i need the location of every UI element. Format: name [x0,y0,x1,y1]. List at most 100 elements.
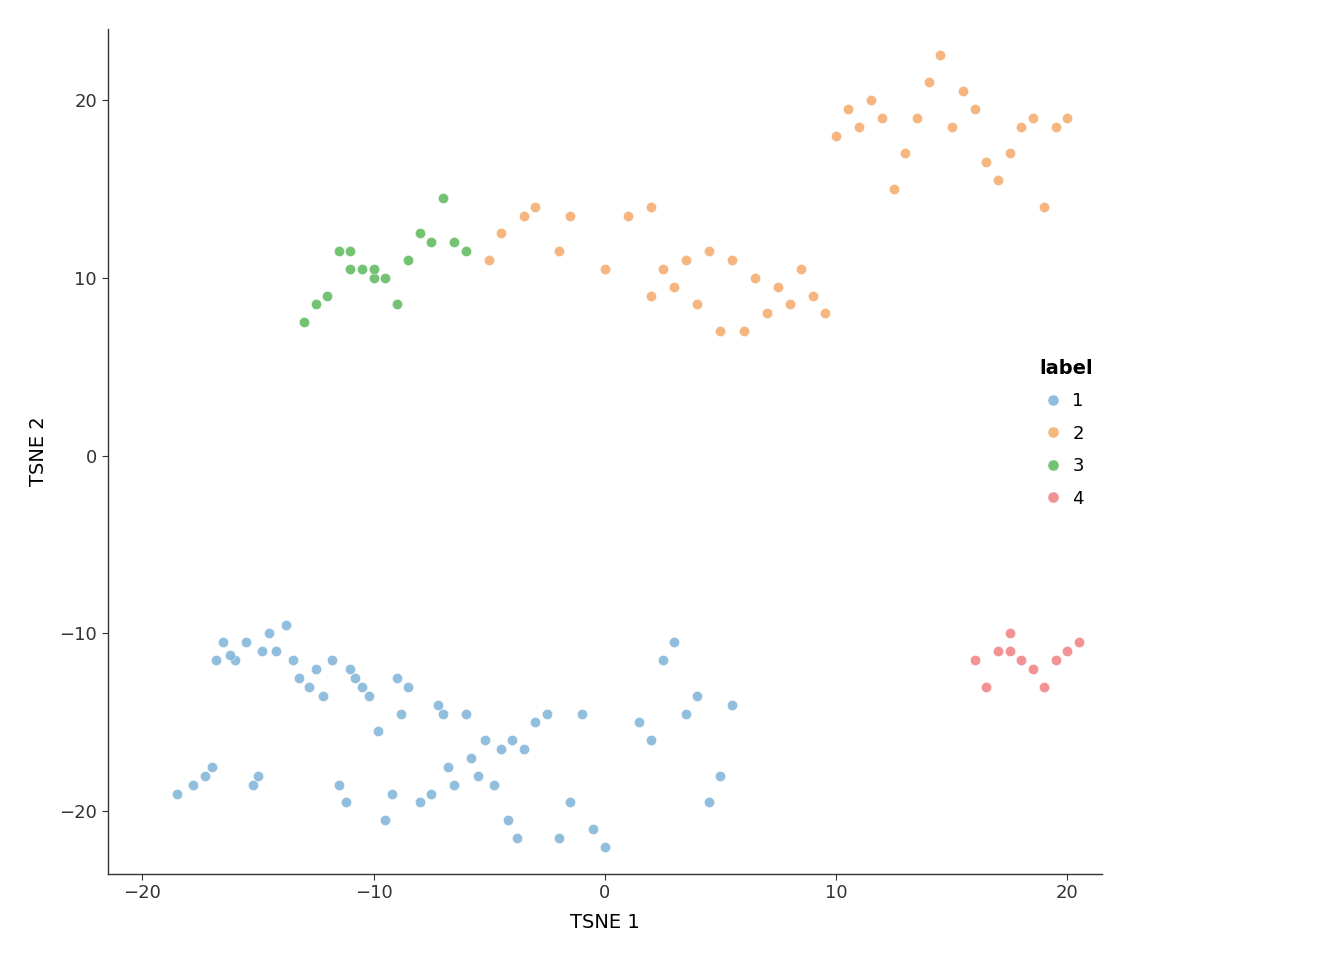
Point [640,732,661,748]
Point [351,261,372,276]
Point [335,795,356,810]
Point [375,270,396,285]
Point [312,688,333,704]
Point [421,234,442,250]
Point [1011,653,1032,668]
Point [358,688,379,704]
Point [976,155,997,170]
Point [732,324,754,339]
Point [559,208,581,224]
Point [548,244,570,259]
Point [293,315,314,330]
Point [664,279,685,295]
Point [316,288,337,303]
Point [571,706,593,721]
Point [1068,635,1090,650]
Point [258,626,280,641]
Point [321,653,343,668]
Point [276,617,297,633]
Point [813,305,835,321]
Point [474,732,496,748]
Point [1034,679,1055,694]
Point [247,768,269,783]
Point [964,653,985,668]
Point [491,226,512,241]
Point [266,643,288,659]
Point [594,261,616,276]
Point [848,119,870,134]
Point [456,244,477,259]
Point [251,643,273,659]
Point [200,759,222,775]
Point [491,741,512,756]
Point [242,777,263,792]
Point [722,697,743,712]
Point [722,252,743,268]
Point [305,661,327,677]
Point [421,786,442,802]
Point [456,706,477,721]
Point [351,679,372,694]
Point [594,839,616,854]
Point [895,146,917,161]
Point [386,670,407,685]
Point [1034,199,1055,214]
Point [497,812,519,828]
Point [224,653,246,668]
Point [398,252,419,268]
Point [976,679,997,694]
Point [466,768,488,783]
Point [617,208,638,224]
Point [1046,119,1067,134]
Point [340,261,362,276]
Point [664,635,685,650]
Point [999,146,1020,161]
Point [524,715,546,731]
Point [767,279,789,295]
Point [391,706,413,721]
Point [444,234,465,250]
Point [328,244,349,259]
Point [675,706,696,721]
Point [328,777,349,792]
Point [289,670,310,685]
Point [548,830,570,846]
Point [930,48,952,63]
Point [825,128,847,143]
Point [478,252,500,268]
Point [1011,119,1032,134]
Point [988,643,1009,659]
Point [988,172,1009,187]
Point [386,297,407,312]
X-axis label: TSNE 1: TSNE 1 [570,913,640,932]
Point [501,732,523,748]
Point [906,110,927,126]
Point [640,199,661,214]
Point [629,715,650,731]
Point [305,297,327,312]
Point [219,647,241,662]
Point [860,92,882,108]
Point [698,795,719,810]
Point [507,830,528,846]
Point [837,101,859,116]
Point [427,697,449,712]
Point [375,812,396,828]
Point [687,688,708,704]
Point [513,741,535,756]
Point [941,119,962,134]
Point [999,626,1020,641]
Point [964,101,985,116]
Point [340,661,362,677]
Point [918,75,939,90]
Point [710,768,731,783]
Point [1046,653,1067,668]
Point [437,759,458,775]
Point [1021,661,1043,677]
Point [999,643,1020,659]
Point [745,270,766,285]
Point [582,822,603,837]
Legend: 1, 2, 3, 4: 1, 2, 3, 4 [1039,359,1093,508]
Point [444,777,465,792]
Point [883,181,905,197]
